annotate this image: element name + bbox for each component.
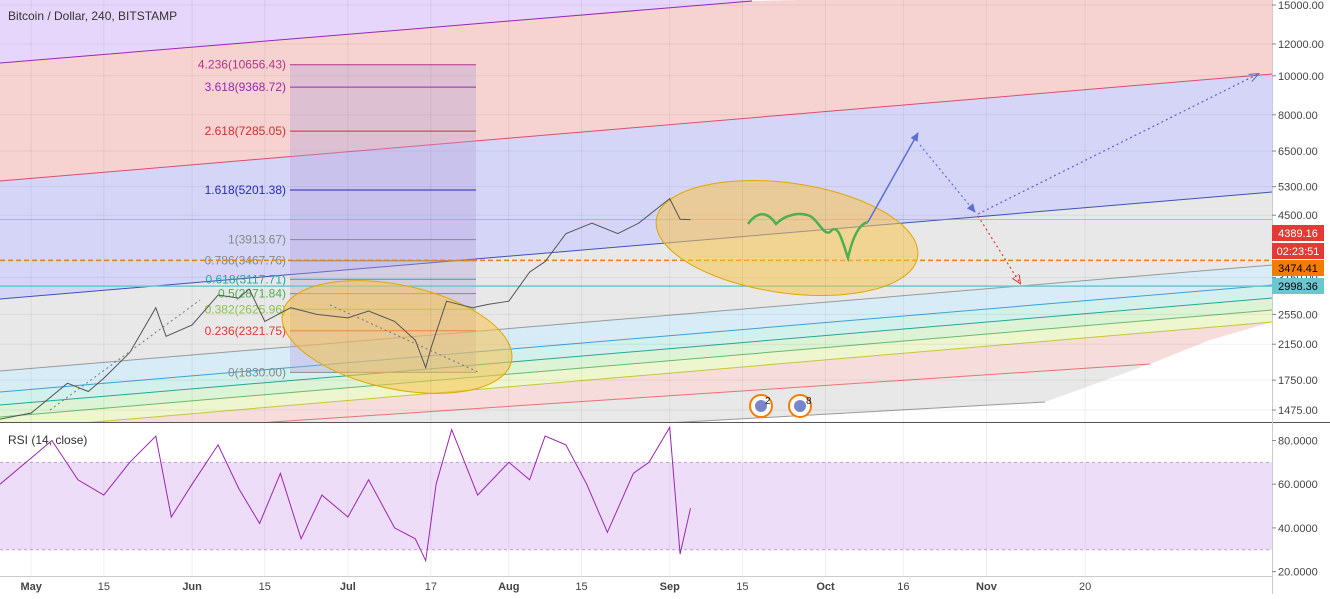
price-tick-label: 2150.00: [1278, 339, 1318, 351]
rsi-pane[interactable]: [0, 425, 1272, 563]
rsi-tick-label: 60.0000: [1278, 479, 1318, 491]
time-tick-label: 17: [425, 581, 437, 593]
price-trend-dotted-2: [329, 304, 479, 373]
price-line: [0, 197, 691, 420]
rsi-title: RSI (14, close): [8, 433, 87, 447]
rsi-axis[interactable]: 80.0000 60.0000 40.0000 20.0000: [1272, 435, 1318, 579]
price-tick-label: 15000.00: [1278, 0, 1324, 12]
time-tick-label: Jul: [340, 581, 356, 593]
time-tick-label: Nov: [976, 581, 998, 593]
price-tick-label: 1475.00: [1278, 405, 1318, 417]
event-badge-2-text: 8: [806, 396, 812, 407]
event-badge-1[interactable]: 2: [749, 394, 773, 418]
time-tick-label: Sep: [660, 581, 680, 593]
fib-level-label: 0.786(3467.76): [205, 254, 286, 268]
time-tick-label: Oct: [816, 581, 835, 593]
channel-lines: [0, 0, 1272, 422]
fib-level-label: 4.236(10656.43): [198, 58, 286, 72]
price-tick-label: 10000.00: [1278, 71, 1324, 83]
time-axis[interactable]: May 15 Jun 15 Jul 17 Aug 15 Sep 15 Oct 16 Nov 20: [20, 581, 1091, 593]
time-tick-label: 16: [897, 581, 909, 593]
time-tick-label: 20: [1079, 581, 1091, 593]
channel-band-red: [0, 0, 1272, 181]
price-badge-label: 4389.16: [1278, 228, 1318, 240]
projection-arrow-up[interactable]: [867, 132, 919, 223]
price-tick-label: 12000.00: [1278, 39, 1324, 51]
rsi-tick-label: 40.0000: [1278, 523, 1318, 535]
price-tick-label: 5300.00: [1278, 182, 1318, 194]
channel-band-lime: [0, 310, 1272, 422]
price-badge-label: 2998.36: [1278, 281, 1318, 293]
fib-level-label: 0.618(3117.71): [205, 272, 286, 286]
rsi-tick-label: 20.0000: [1278, 567, 1318, 579]
price-badge-label: 02:23:51: [1277, 246, 1320, 258]
channel-band-blue: [0, 74, 1272, 299]
price-pane[interactable]: 4.236(10656.43) 3.618(9368.72) 2.618(7285.…: [0, 0, 1272, 460]
fib-level-label: 0(1830.00): [228, 365, 286, 379]
rsi-tick-label: 80.0000: [1278, 435, 1318, 447]
time-tick-label: Aug: [498, 581, 519, 593]
projection-dotted-red[interactable]: [977, 215, 1020, 283]
price-axis[interactable]: 15000.00 12000.00 10000.00 8000.00 6500.00 53…: [1272, 0, 1324, 417]
highlight-ellipse-right[interactable]: [649, 165, 926, 311]
event-badge-1-text: 2: [765, 396, 771, 407]
fib-level-label: 2.618(7285.05): [205, 124, 286, 138]
price-badge: [1272, 243, 1324, 259]
projected-path-green[interactable]: [746, 212, 869, 263]
fib-level-label: 0.382(2625.96): [205, 302, 286, 316]
price-trend-dotted: [49, 299, 201, 411]
fib-level-label: 1(3913.67): [228, 233, 286, 247]
price-tick-label: 2550.00: [1278, 309, 1318, 321]
time-tick-label: 15: [98, 581, 110, 593]
event-badge-2[interactable]: 8: [788, 394, 812, 418]
time-grid: [30, 0, 1086, 576]
fib-level-label: 1.618(5201.38): [205, 183, 286, 197]
price-tick-label: 6500.00: [1278, 146, 1318, 158]
price-badge-label: 3474.41: [1278, 263, 1318, 275]
rsi-line: [0, 425, 691, 563]
time-tick-label: May: [20, 581, 42, 593]
channel-band-teal: [0, 285, 1272, 405]
price-badge: [1272, 260, 1324, 276]
price-grid: [0, 4, 1272, 411]
price-badges: 4389.16 02:23:51 3474.41 2998.36: [1272, 225, 1324, 294]
price-badge: [1272, 278, 1324, 294]
price-tick-label: 8000.00: [1278, 110, 1318, 122]
time-tick-label: 15: [736, 581, 748, 593]
fib-level-label: 3.618(9368.72): [205, 80, 286, 94]
time-tick-label: 15: [575, 581, 587, 593]
price-tick-label: 4500.00: [1278, 210, 1318, 222]
projection-dotted-long[interactable]: [977, 74, 1258, 215]
time-tick-label: Jun: [182, 581, 202, 593]
price-tick-label: 1750.00: [1278, 375, 1318, 387]
time-tick-label: 15: [259, 581, 271, 593]
rsi-band: [0, 462, 1272, 550]
fib-level-label: 0.236(2321.75): [205, 324, 286, 338]
chart-title: Bitcoin / Dollar, 240, BITSTAMP: [8, 9, 177, 23]
price-badge: [1272, 225, 1324, 241]
channel-band-green: [0, 298, 1272, 417]
